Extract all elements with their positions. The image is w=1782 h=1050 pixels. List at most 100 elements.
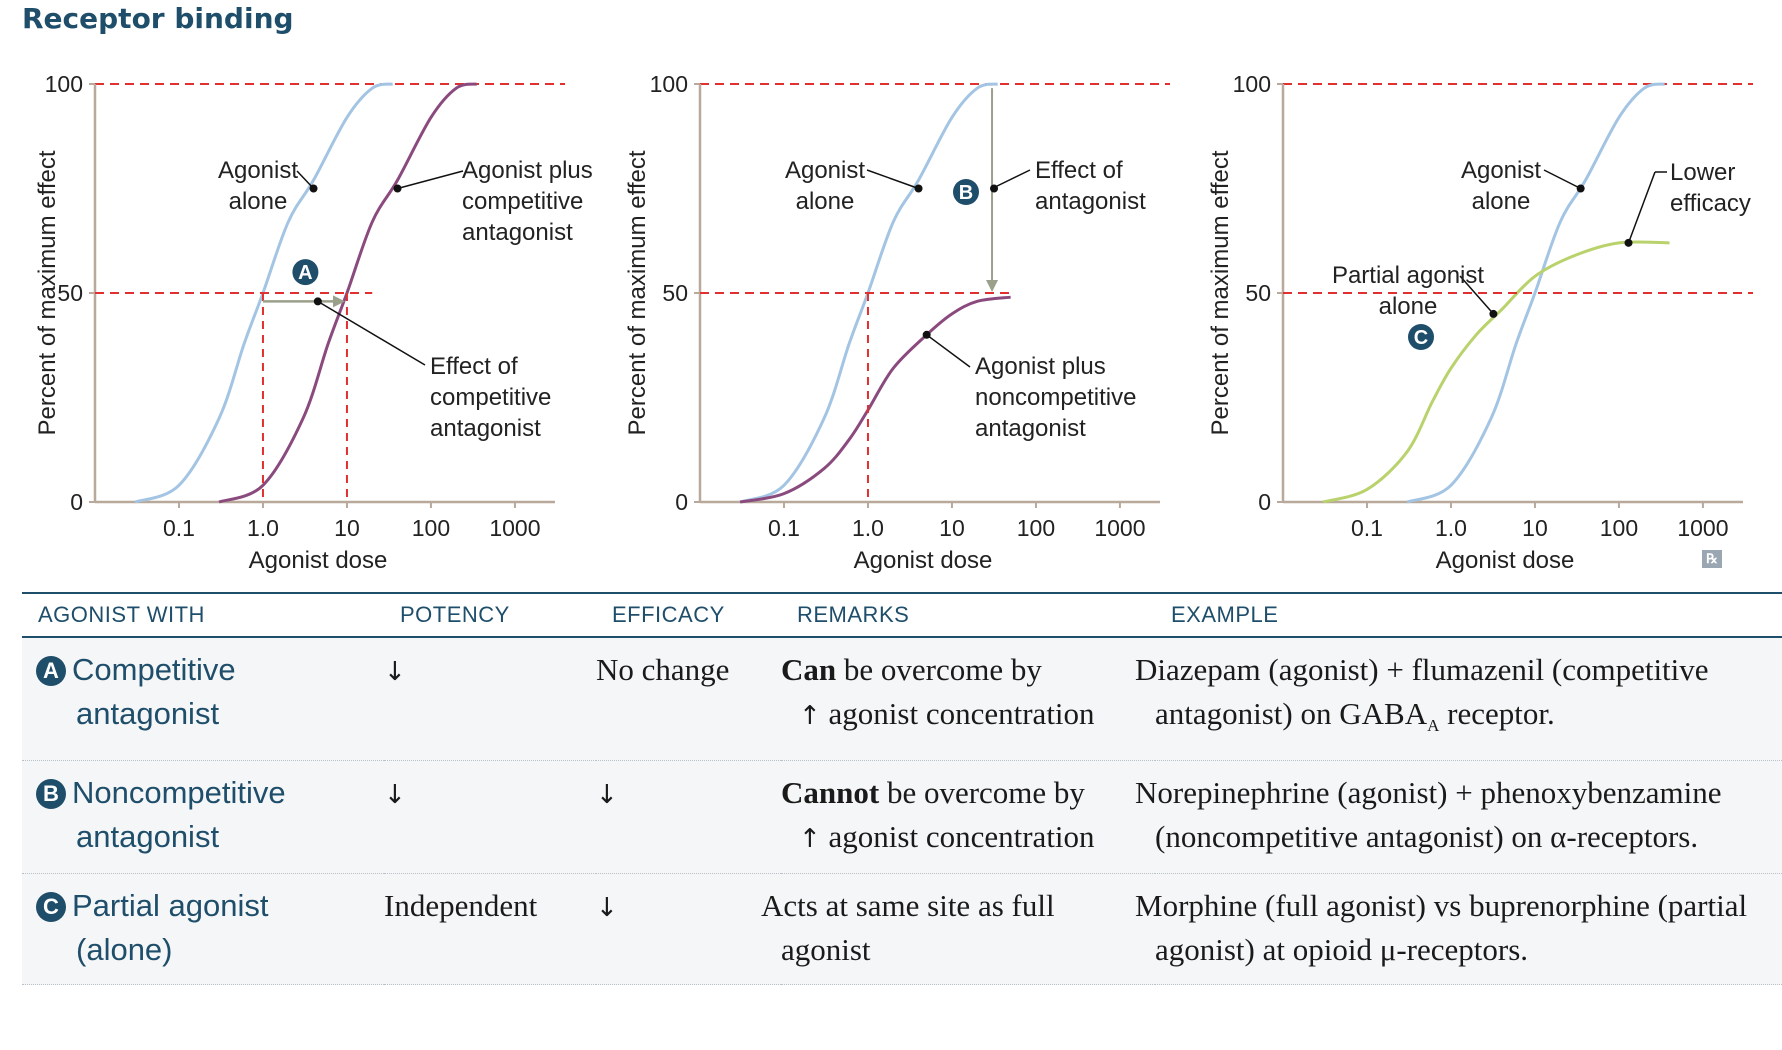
table-row: B Noncompetitive antagonist ↓ ↓ Cannot be… — [22, 760, 1782, 875]
panel3-y-tick-label: 0 — [1258, 489, 1271, 515]
badge-c: C — [36, 892, 66, 923]
panel1-x-tick-label: 1.0 — [247, 515, 279, 541]
up-arrow-icon: ↑ — [799, 824, 821, 855]
example-cell: Norepinephrine (agonist) + phenoxybenzam… — [1135, 760, 1782, 875]
panel2-effect-arrowhead — [986, 280, 999, 292]
agonist-label-line2: (alone) — [76, 932, 173, 968]
remark-line2: agonist concentration — [820, 696, 1095, 731]
panel1-label-agonist-alone: Agonist alone — [218, 157, 298, 215]
agonist-label-line2: antagonist — [76, 696, 220, 731]
panel3-badge-c — [1408, 324, 1434, 350]
remarks-cell: Acts at same site as full agonist — [761, 873, 1155, 986]
potency-cell: Independent — [384, 873, 596, 986]
panel2-leader-effect — [991, 169, 1031, 190]
down-arrow-icon: ↓ — [384, 780, 406, 811]
panel1-y-tick-label: 50 — [57, 280, 83, 306]
page-title: Receptor binding — [22, 2, 294, 35]
panel2-label-agonist-alone: Agonist alone — [785, 157, 865, 215]
potency-cell: ↓ — [384, 637, 596, 762]
panel1-leader-effect — [317, 300, 426, 366]
panel3-x-tick-label: 1000 — [1677, 515, 1728, 541]
panel1-x-tick-label: 10 — [334, 515, 360, 541]
agonist-label: Partial agonist — [72, 888, 269, 924]
summary-table: AGONIST WITH POTENCY EFFICACY REMARKS EX… — [22, 592, 1782, 986]
panel1-shift-arrowhead — [332, 295, 345, 308]
panel3-x-tick-label: 100 — [1600, 515, 1638, 541]
panel2-y-tick-label: 50 — [662, 280, 688, 306]
agonist-cell: A Competitive antagonist — [22, 637, 384, 762]
down-arrow-icon: ↓ — [596, 780, 618, 811]
panel3-y-tick-label: 100 — [1233, 71, 1271, 97]
remark-text: be overcome by — [879, 775, 1085, 811]
remarks-cell: Can be overcome by ↑ agonist concentrati… — [781, 637, 1155, 762]
efficacy-cell: No change — [596, 637, 781, 762]
header-potency: POTENCY — [384, 592, 596, 638]
remark-bold: Can — [781, 652, 837, 687]
panel1-x-tick-label: 100 — [412, 515, 450, 541]
panel1-y-axis-label: Percent of maximum effect — [34, 150, 61, 435]
rx-icon: ℞ — [1702, 550, 1722, 568]
panel2-y-tick-label: 0 — [675, 489, 688, 515]
panel2-series-1-line — [739, 82, 998, 504]
panel3-y-tick-label: 50 — [1245, 280, 1271, 306]
table-header-row: AGONIST WITH POTENCY EFFICACY REMARKS EX… — [22, 592, 1782, 638]
panel2-x-tick-label: 1.0 — [852, 515, 884, 541]
header-agonist-with: AGONIST WITH — [22, 592, 384, 638]
panel3-y-axis-label: Percent of maximum effect — [1207, 150, 1234, 435]
example-text: Diazepam (agonist) + flumazenil (competi… — [1135, 652, 1709, 731]
panel3-leader-agonist — [1543, 169, 1581, 190]
panel2-x-axis-label: Agonist dose — [854, 547, 993, 574]
header-remarks: REMARKS — [781, 592, 1155, 638]
panel2-x-tick-label: 0.1 — [768, 515, 800, 541]
example-subscript: A — [1427, 716, 1440, 736]
panel1-badge-a — [292, 259, 319, 286]
header-efficacy: EFFICACY — [596, 592, 781, 638]
remarks-cell: Cannot be overcome by ↑ agonist concentr… — [781, 760, 1155, 875]
panel1-y-tick-label: 100 — [45, 71, 83, 97]
panel2-badge-b — [953, 179, 979, 205]
panel2-leader-noncomp — [926, 334, 971, 368]
agonist-label-line2: antagonist — [76, 819, 220, 855]
panel3-series-1-line — [1406, 82, 1665, 504]
panel3-x-tick-label: 0.1 — [1351, 515, 1383, 541]
agonist-cell: B Noncompetitive antagonist — [22, 760, 384, 875]
panel3-x-tick-label: 10 — [1522, 515, 1548, 541]
panel3-badge-c-letter: C — [1414, 327, 1428, 349]
badge-b: B — [36, 779, 66, 810]
panel3-x-tick-label: 1.0 — [1435, 515, 1467, 541]
panel2-series-2-line — [739, 295, 1011, 504]
panel1-series-1-line — [134, 82, 393, 504]
panel2-leader-agonist — [866, 169, 919, 190]
agonist-cell: C Partial agonist (alone) — [22, 873, 384, 986]
table-row: C Partial agonist (alone) Independent ↓ A… — [22, 873, 1782, 986]
example-cell: Morphine (full agonist) vs buprenorphine… — [1135, 873, 1782, 986]
panel1-x-tick-label: 1000 — [489, 515, 540, 541]
panel1-leader-agonist — [296, 170, 315, 190]
panel2-y-tick-label: 100 — [650, 71, 688, 97]
panel2-y-axis-label: Percent of maximum effect — [624, 150, 651, 435]
panel3-series-2-line — [1322, 240, 1670, 504]
down-arrow-icon: ↓ — [384, 657, 406, 687]
table-row: A Competitive antagonist ↓ No change Can … — [22, 637, 1782, 762]
panel1-x-tick-label: 0.1 — [163, 515, 195, 541]
panel3-label-lower-efficacy: Lower efficacy — [1670, 159, 1751, 217]
potency-cell: ↓ — [384, 760, 596, 875]
example-text-end: receptor. — [1439, 696, 1555, 731]
panel2-badge-b-letter: B — [959, 182, 973, 204]
panel2-x-tick-label: 100 — [1017, 515, 1055, 541]
remark-line2: agonist concentration — [820, 819, 1095, 855]
remark-bold: Cannot — [781, 775, 880, 811]
panel2-label-agonist-plus: Agonist plus noncompetitive antagonist — [975, 353, 1136, 442]
badge-a: A — [36, 656, 66, 686]
down-arrow-icon: ↓ — [596, 893, 618, 924]
up-arrow-icon: ↑ — [799, 701, 821, 731]
panel3-leader-partial — [1459, 275, 1494, 315]
efficacy-cell: ↓ — [596, 760, 781, 875]
agonist-label: Noncompetitive — [72, 775, 286, 811]
remark-text: be overcome by — [836, 652, 1042, 687]
panel1-x-axis-label: Agonist dose — [249, 547, 388, 574]
panel3-leader-lower — [1627, 171, 1656, 244]
panel1-y-tick-label: 0 — [70, 489, 83, 515]
panel2-x-tick-label: 1000 — [1094, 515, 1145, 541]
agonist-label: Competitive — [72, 652, 236, 687]
